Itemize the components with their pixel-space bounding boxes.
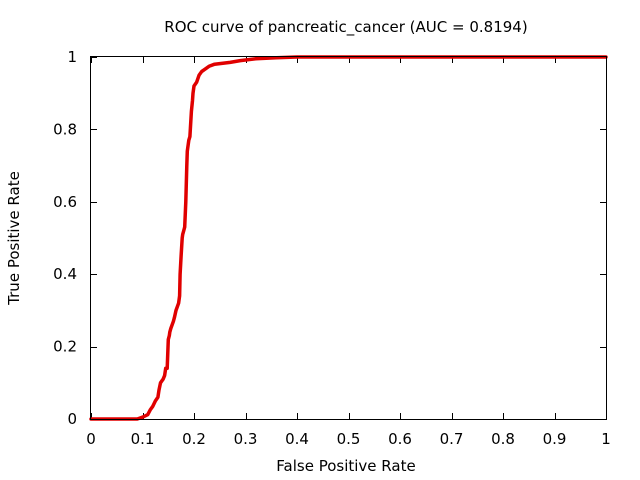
x-tick-label: 0.2 <box>182 430 206 448</box>
x-tick-label: 0.8 <box>491 430 515 448</box>
x-tick-label: 0.5 <box>337 430 361 448</box>
axis-tick-labels: 0 0.1 0.2 0.3 0.4 0.5 0.6 0.7 0.8 0.9 1 0 0.2 0.4 0.6 0… <box>53 48 611 448</box>
y-tick-label: 1 <box>67 48 77 66</box>
x-tick-label: 0.3 <box>234 430 258 448</box>
y-tick-label: 0.8 <box>53 120 77 138</box>
y-tick-label: 0 <box>67 410 77 428</box>
x-tick-label: 1 <box>601 430 611 448</box>
y-tick-label: 0.4 <box>53 265 77 283</box>
chart-title: ROC curve of pancreatic_cancer (AUC = 0.… <box>164 18 527 37</box>
y-tick-label: 0.6 <box>53 193 77 211</box>
roc-curve-line <box>89 55 608 421</box>
plot-series <box>89 55 608 421</box>
x-tick-label: 0.1 <box>131 430 155 448</box>
plot-frame <box>90 56 607 420</box>
y-tick-label: 0.2 <box>53 338 77 356</box>
x-tick-label: 0.6 <box>388 430 412 448</box>
x-axis-title: False Positive Rate <box>276 457 415 475</box>
x-tick-label: 0.7 <box>440 430 464 448</box>
x-tick-label: 0.4 <box>285 430 309 448</box>
x-tick-label: 0 <box>86 430 96 448</box>
y-axis-title: True Positive Rate <box>5 171 23 306</box>
x-tick-label: 0.9 <box>543 430 567 448</box>
